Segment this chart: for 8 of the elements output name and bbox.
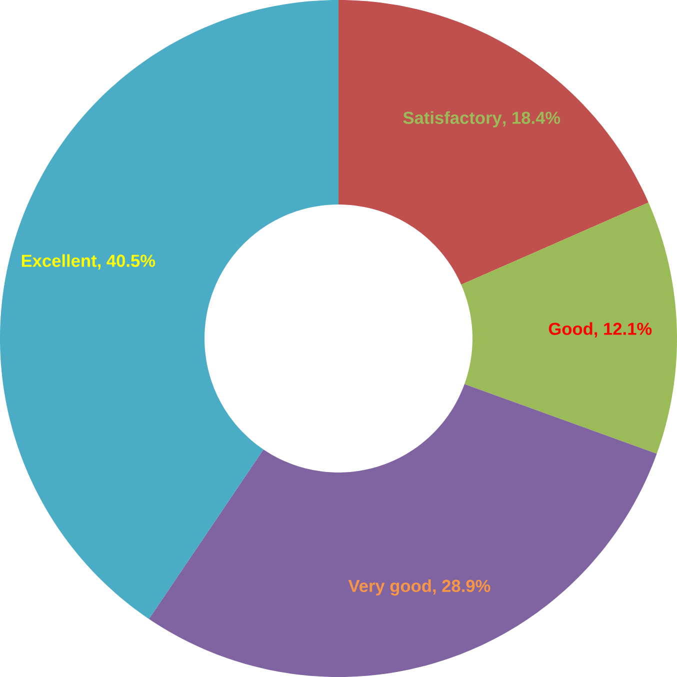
data-label: , 18.4% — [503, 112, 560, 126]
data-label: , 12.1% — [594, 322, 652, 338]
slice-label: Excellent — [22, 254, 97, 267]
data-label: , 28.9% — [433, 580, 490, 595]
slice-label: Very good — [348, 579, 431, 596]
slice-label: Satisfactory — [403, 111, 502, 128]
data-label: , 40.5% — [98, 254, 156, 270]
slice-label: Good — [548, 322, 592, 335]
